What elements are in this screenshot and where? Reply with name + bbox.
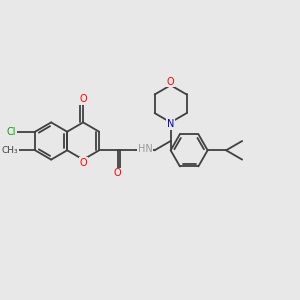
- Text: CH₃: CH₃: [2, 146, 18, 155]
- Text: N: N: [167, 119, 174, 129]
- Text: O: O: [79, 94, 87, 104]
- Text: O: O: [80, 158, 88, 168]
- Text: O: O: [167, 76, 175, 87]
- Text: O: O: [114, 168, 122, 178]
- Text: HN: HN: [138, 144, 152, 154]
- Text: Cl: Cl: [7, 127, 16, 137]
